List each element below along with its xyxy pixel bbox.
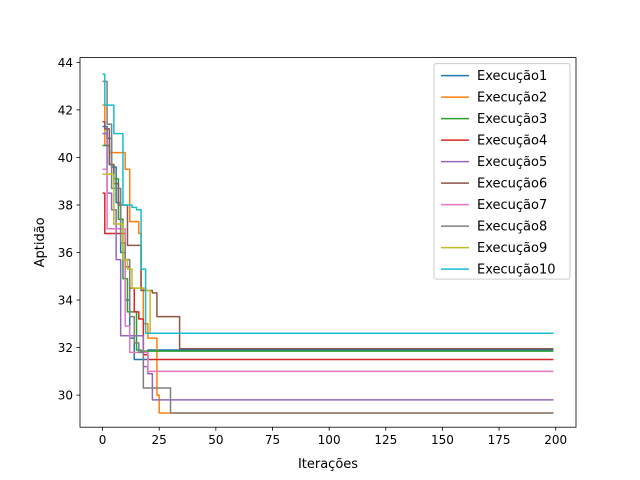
x-tick-label: 0 [99,433,107,447]
series-line-8 [102,80,554,414]
legend-label: Execução5 [477,155,547,170]
legend-label: Execução3 [477,112,547,127]
x-tick-label: 125 [374,433,397,447]
x-axis-label: Iterações [298,457,358,472]
x-tick-label: 175 [488,433,511,447]
x-tick-label: 75 [265,433,280,447]
legend-label: Execução10 [477,263,556,278]
legend-box [433,63,571,280]
x-tick-label: 100 [318,433,341,447]
x-tick-label: 150 [431,433,454,447]
x-axis-ticks: 0 25 50 75 100 125 150 175 200 [99,427,567,447]
y-tick-label: 42 [58,103,73,117]
series-line-5 [102,132,554,401]
legend-label: Execução1 [477,69,547,84]
x-tick-label: 50 [208,433,223,447]
series-layer [102,73,554,414]
series-line-7 [102,168,554,373]
y-axis-label: Aptidão [33,217,48,267]
y-tick-label: 40 [58,151,73,165]
legend: Execução1 Execução2 Execução3 Execução4 Exec… [433,63,571,280]
plot-frame [79,57,577,428]
y-axis-ticks: 30 32 34 36 38 40 42 44 [58,56,80,403]
legend-label: Execução9 [477,241,547,256]
series-line-6 [102,121,554,350]
y-tick-label: 44 [58,56,73,70]
legend-label: Execução2 [477,91,547,106]
legend-label: Execução4 [477,134,547,149]
y-tick-label: 36 [58,246,73,260]
y-tick-label: 32 [58,341,73,355]
y-tick-label: 30 [58,389,73,403]
x-tick-label: 25 [152,433,167,447]
legend-label: Execução8 [477,220,547,235]
series-line-10 [102,73,554,335]
legend-label: Execução7 [477,198,547,213]
y-tick-label: 34 [58,294,73,308]
series-line-2 [102,104,554,414]
y-tick-label: 38 [58,198,73,212]
legend-label: Execução6 [477,177,547,192]
x-tick-label: 200 [544,433,567,447]
